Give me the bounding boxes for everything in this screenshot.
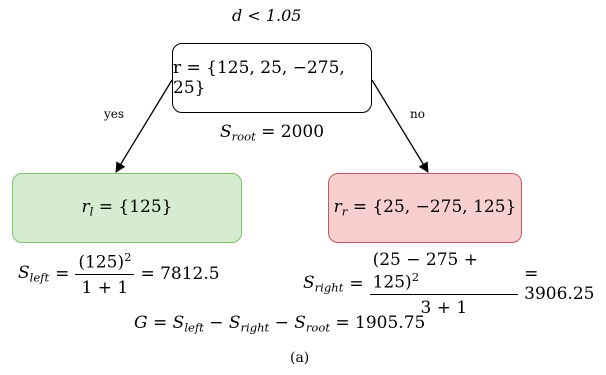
s-left-equation: Sleft = (125)2 1 + 1 = 7812.5	[18, 250, 220, 299]
edge-label-no: no	[410, 107, 425, 121]
s-root-equation: Sroot = 2000	[220, 122, 325, 144]
split-condition: d < 1.05	[232, 6, 302, 25]
edge-label-yes: yes	[104, 107, 125, 121]
edge-yes-arrow	[115, 79, 173, 173]
left-node-label: rl = {125}	[81, 197, 173, 219]
right-node-label: rr = {25, −275, 125}	[333, 197, 517, 219]
root-node-label: r = {125, 25, −275, 25}	[173, 58, 345, 98]
right-node: rr = {25, −275, 125}	[328, 173, 522, 243]
gain-equation: G = Sleft − Sright − Sroot = 1905.75	[134, 313, 426, 335]
root-node: r = {125, 25, −275, 25}	[172, 43, 372, 113]
edge-no-arrow	[371, 79, 429, 173]
s-left-fraction: (125)2 1 + 1	[75, 250, 135, 298]
figure-caption: (a)	[290, 350, 310, 366]
s-right-fraction: (25 − 275 + 125)2 3 + 1	[369, 250, 519, 318]
left-node: rl = {125}	[12, 173, 242, 243]
s-right-equation: Sright = (25 − 275 + 125)2 3 + 1 = 3906.…	[303, 250, 595, 319]
